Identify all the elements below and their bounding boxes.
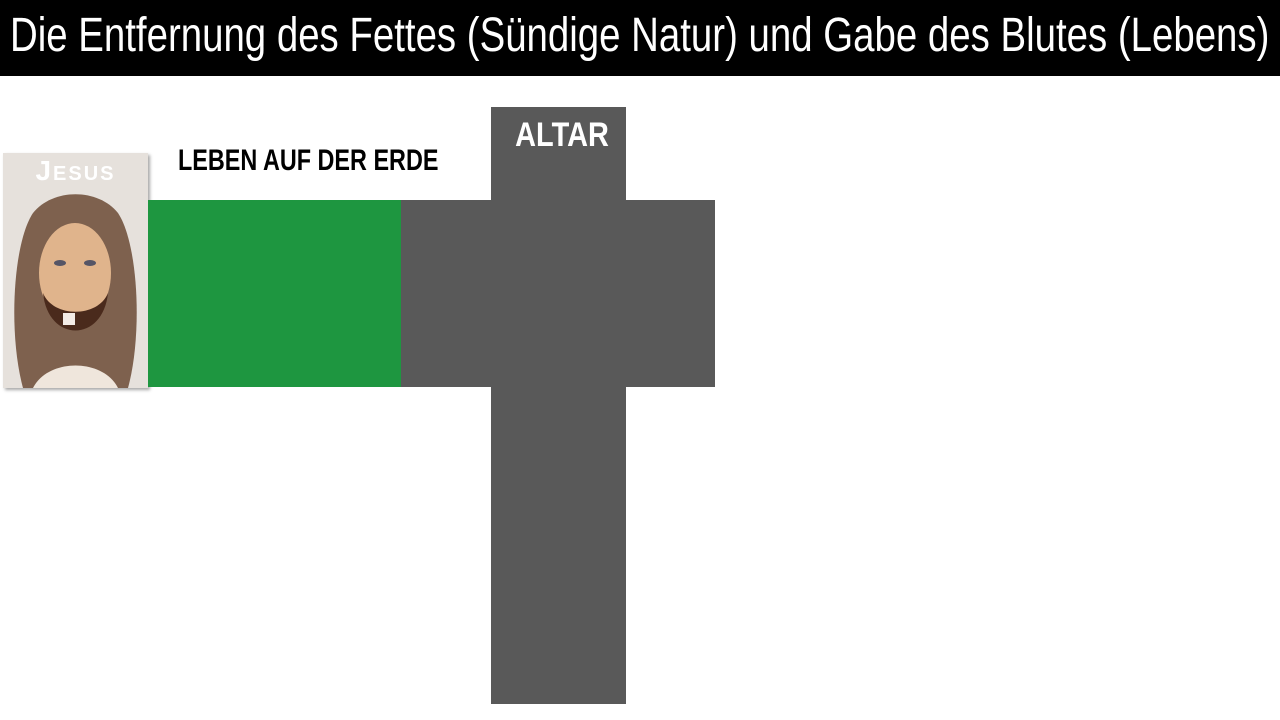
jesus-portrait-card: Jesus [3,153,148,388]
title-bar: Die Entfernung des Fettes (Sündige Natur… [0,0,1280,76]
altar-cross-vertical [491,107,626,704]
jesus-portrait-image [14,194,137,388]
life-bar [148,200,401,387]
card-label: Jesus [35,155,116,186]
altar-cross-horizontal [401,200,715,387]
altar-label: ALTAR [515,116,609,154]
slide-title: Die Entfernung des Fettes (Sündige Natur… [10,9,1270,62]
life-on-earth-label: LEBEN AUF DER ERDE [178,144,439,177]
